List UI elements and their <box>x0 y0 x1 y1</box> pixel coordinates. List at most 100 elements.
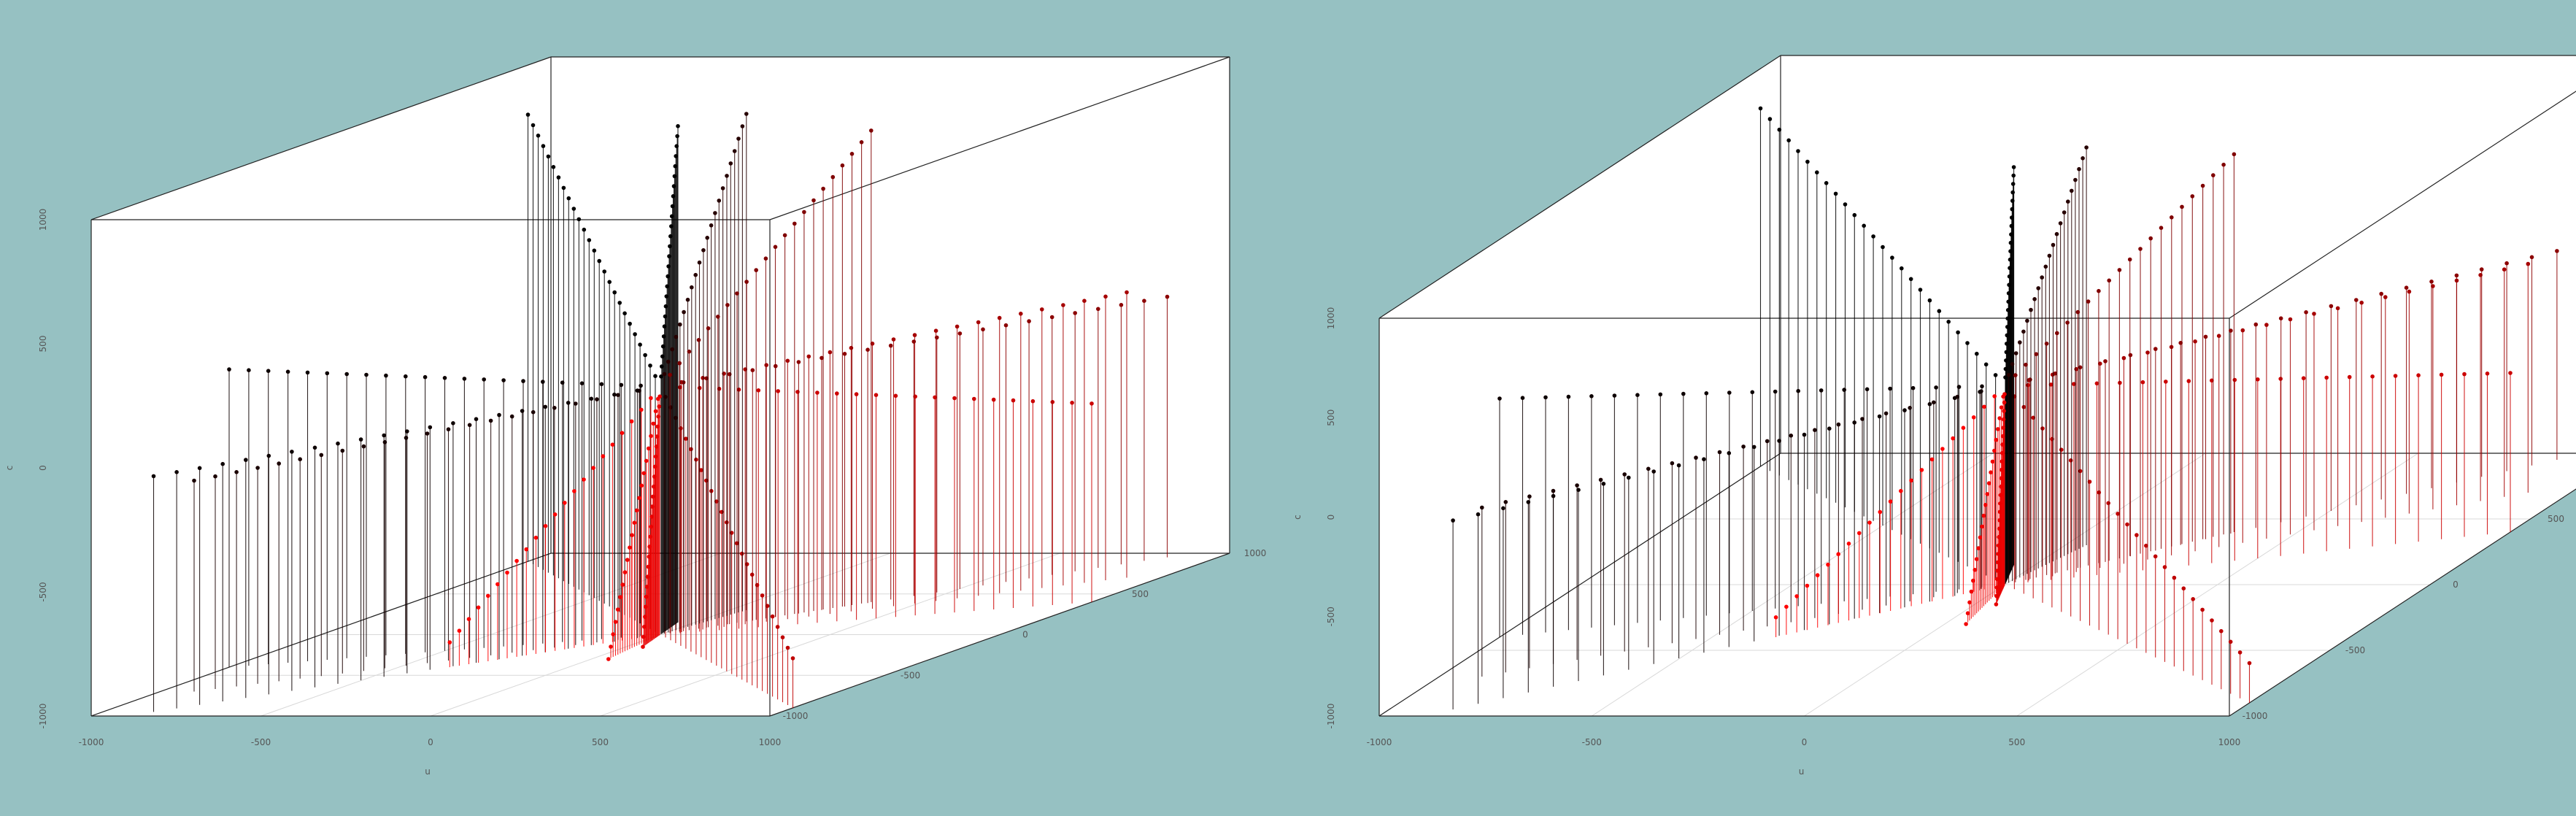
floor-grid-line <box>2016 453 2419 717</box>
data-point <box>2077 166 2081 172</box>
data-point <box>2210 618 2214 623</box>
data-point <box>735 291 739 296</box>
data-point <box>533 535 539 540</box>
data-point <box>1971 415 1976 420</box>
data-point <box>2121 355 2126 361</box>
data-point <box>690 285 694 290</box>
y-tick-label: -1000 <box>783 711 809 721</box>
data-point <box>560 380 565 385</box>
data-point <box>830 174 836 180</box>
data-point <box>2075 309 2081 315</box>
y-tick-label: 500 <box>2548 514 2564 524</box>
data-point <box>174 470 179 474</box>
data-point <box>2144 543 2148 548</box>
data-point <box>1824 181 1829 185</box>
data-point <box>1476 512 1481 517</box>
data-point <box>2043 264 2048 269</box>
data-point <box>2454 273 2459 278</box>
z-tick-label: 0 <box>1326 515 1336 520</box>
data-point <box>2247 661 2252 666</box>
data-point <box>2479 267 2484 272</box>
data-point <box>728 161 733 166</box>
data-point <box>2040 426 2045 431</box>
data-point <box>474 417 479 421</box>
data-point <box>1992 394 1997 399</box>
x-tick-label: -1000 <box>1367 737 1392 747</box>
x-tick-label: 1000 <box>2218 737 2241 747</box>
data-point <box>1480 505 1484 510</box>
data-point <box>888 343 893 348</box>
data-point <box>2200 183 2205 188</box>
data-point <box>785 358 790 363</box>
data-point <box>2059 447 2064 452</box>
data-point <box>2148 236 2153 241</box>
data-point <box>2034 352 2039 357</box>
data-point <box>597 258 601 263</box>
data-point <box>552 406 557 410</box>
data-point <box>361 444 366 449</box>
data-point <box>2193 339 2197 344</box>
y-tick-label: -500 <box>901 670 920 680</box>
data-point <box>247 368 251 373</box>
data-point <box>2312 312 2316 316</box>
data-point <box>1750 390 1755 395</box>
data-point <box>476 605 481 610</box>
data-point <box>2153 554 2158 559</box>
data-point <box>1497 396 1502 401</box>
data-point <box>744 112 749 116</box>
data-point <box>2379 291 2383 296</box>
data-point <box>1681 391 1686 396</box>
data-point <box>1702 457 1706 461</box>
data-point <box>1773 615 1778 620</box>
data-point <box>2066 199 2070 204</box>
data-point <box>1670 461 1675 466</box>
data-point <box>1819 388 1824 393</box>
data-point <box>266 369 271 374</box>
data-point <box>1627 475 1631 480</box>
data-point <box>1978 535 1983 540</box>
data-point <box>2439 372 2444 377</box>
data-point <box>1852 420 1856 425</box>
data-point <box>495 582 500 587</box>
data-point <box>1794 594 1799 598</box>
data-point <box>566 401 571 405</box>
data-point <box>739 551 744 556</box>
data-point <box>1727 451 1732 455</box>
data-point <box>874 393 879 397</box>
box-edge <box>2229 488 2576 717</box>
data-point <box>2025 318 2029 323</box>
data-point <box>595 397 599 401</box>
data-point <box>933 328 938 334</box>
data-point <box>1899 488 1903 493</box>
data-point <box>591 466 595 470</box>
z-tick-label: 0 <box>38 465 48 471</box>
top-pane <box>91 57 1230 220</box>
data-point <box>589 396 594 401</box>
data-point <box>556 175 561 180</box>
data-point <box>736 136 741 141</box>
data-point <box>1727 390 1732 395</box>
data-point <box>2462 372 2467 377</box>
data-point <box>1815 573 1820 577</box>
data-point <box>2170 215 2174 220</box>
data-point <box>1867 520 1872 525</box>
data-point <box>2526 261 2531 266</box>
data-point <box>1526 500 1531 504</box>
data-point <box>1940 447 1945 451</box>
data-point <box>933 395 937 400</box>
data-point <box>796 360 801 364</box>
data-point <box>648 363 652 368</box>
data-point <box>854 392 859 396</box>
data-point <box>531 123 536 128</box>
data-point <box>255 466 260 470</box>
data-stems <box>151 112 1170 712</box>
data-point <box>651 421 656 426</box>
data-point <box>1061 303 1065 307</box>
y-tick-label: 0 <box>2453 580 2459 590</box>
data-point <box>2140 380 2145 385</box>
data-point <box>1927 401 1932 407</box>
data-point <box>1836 422 1841 427</box>
data-point <box>1999 405 2004 409</box>
data-point <box>486 593 490 598</box>
data-point <box>382 433 386 438</box>
